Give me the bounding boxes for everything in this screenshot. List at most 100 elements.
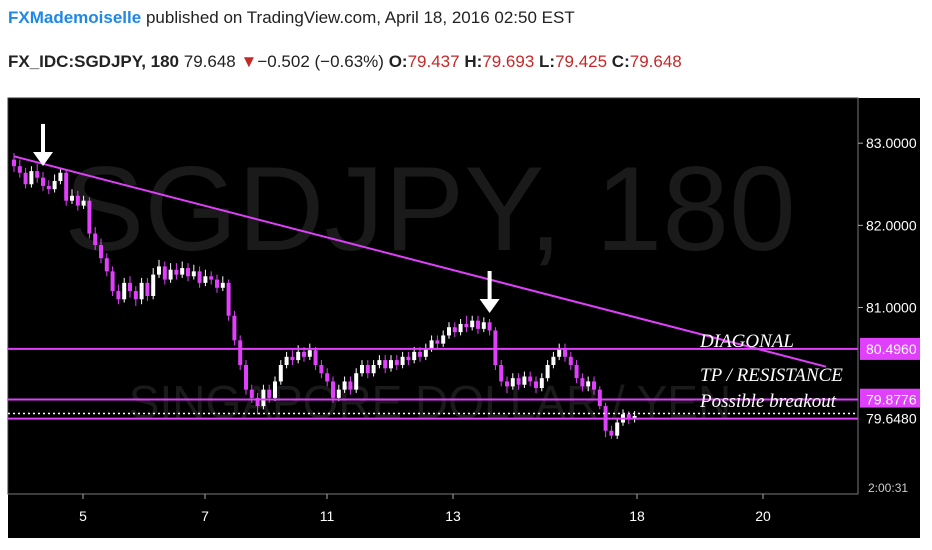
candle-body bbox=[522, 376, 527, 385]
candle-body bbox=[41, 177, 45, 186]
countdown-label: 2:00:31 bbox=[868, 481, 908, 495]
candle-body bbox=[273, 381, 277, 398]
candle-body bbox=[139, 282, 144, 300]
candle-body bbox=[17, 166, 22, 173]
candle-body bbox=[133, 291, 138, 300]
candle-body bbox=[64, 172, 69, 201]
open-label: O: bbox=[388, 52, 408, 71]
candle-body bbox=[557, 348, 562, 357]
candle-body bbox=[458, 323, 463, 333]
candle-body bbox=[284, 356, 289, 366]
candle-body bbox=[389, 360, 393, 369]
price-change: −0.502 (−0.63%) bbox=[257, 52, 384, 71]
candle-body bbox=[423, 348, 428, 357]
candle-body bbox=[52, 180, 57, 190]
candle-body bbox=[400, 356, 405, 366]
plot-area bbox=[7, 97, 859, 495]
candle-body bbox=[429, 340, 434, 349]
publish-header: FXMademoiselle published on TradingView.… bbox=[8, 8, 575, 28]
price-axis-badge bbox=[860, 388, 920, 411]
down-arrow-icon: ▼ bbox=[240, 52, 258, 71]
candle-body bbox=[464, 323, 469, 328]
candle-body bbox=[568, 356, 573, 366]
candle-body bbox=[46, 185, 51, 190]
price-axis-badge-label: 80.4960 bbox=[866, 341, 917, 357]
candle-body bbox=[145, 282, 150, 296]
symbol-label: FX_IDC:SGDJPY, 180 bbox=[8, 52, 180, 71]
candle-body bbox=[342, 381, 347, 390]
candle-body bbox=[197, 271, 202, 283]
arrow-head bbox=[479, 299, 500, 314]
price-axis-badge-label: 79.6480 bbox=[866, 411, 917, 427]
candle-body bbox=[580, 378, 585, 387]
candle-body bbox=[563, 348, 567, 357]
candle-body bbox=[394, 360, 399, 366]
candle-body bbox=[609, 430, 614, 436]
candle-body bbox=[157, 266, 161, 275]
candle-body bbox=[249, 389, 254, 398]
symbol-header: FX_IDC:SGDJPY, 180 79.648 ▼−0.502 (−0.63… bbox=[8, 52, 682, 72]
candle-body bbox=[70, 195, 74, 201]
candle-body bbox=[313, 350, 318, 366]
last-price: 79.648 bbox=[183, 52, 236, 71]
candle-body bbox=[597, 389, 602, 407]
x-tick-label: 5 bbox=[79, 508, 87, 524]
candle-body bbox=[296, 351, 301, 361]
candle-body bbox=[174, 269, 179, 275]
candle-body bbox=[23, 172, 28, 185]
candle-body bbox=[232, 315, 237, 341]
author-link[interactable]: FXMademoiselle bbox=[8, 8, 142, 27]
candle-body bbox=[336, 389, 341, 398]
candle-body bbox=[261, 389, 266, 407]
close-label: C: bbox=[611, 52, 630, 71]
x-tick-label: 20 bbox=[755, 508, 771, 524]
candle-body bbox=[435, 340, 440, 344]
candle-body bbox=[319, 365, 324, 374]
open-value: 79.437 bbox=[407, 52, 460, 71]
candle-body bbox=[354, 373, 359, 390]
candle-body bbox=[470, 320, 475, 328]
candle-body bbox=[615, 422, 620, 436]
candle-body bbox=[186, 268, 190, 277]
candle-body bbox=[452, 327, 457, 333]
close-value: 79.648 bbox=[629, 52, 682, 71]
low-value: 79.425 bbox=[555, 52, 608, 71]
candle-body bbox=[290, 356, 295, 361]
y-tick-label: 82.0000 bbox=[866, 217, 917, 233]
candle-body bbox=[418, 351, 422, 357]
candle-body bbox=[377, 360, 382, 366]
candle-body bbox=[331, 381, 335, 398]
candle-body bbox=[586, 381, 591, 387]
candle-body bbox=[128, 282, 132, 292]
candle-body bbox=[267, 389, 272, 398]
candle-body bbox=[75, 195, 80, 206]
candle-body bbox=[441, 335, 446, 344]
down-arrow-icon bbox=[33, 123, 53, 166]
annotation-line-1: DIAGONAL bbox=[699, 331, 794, 352]
high-value: 79.693 bbox=[482, 52, 535, 71]
candle-body bbox=[12, 159, 16, 167]
watermark-symbol: SGDJPY, 180 bbox=[64, 142, 796, 276]
candle-body bbox=[104, 258, 109, 272]
published-text: published on TradingView.com, April 18, … bbox=[145, 8, 575, 27]
candle-body bbox=[226, 282, 231, 316]
y-tick-label: 81.0000 bbox=[866, 300, 917, 316]
candle-body bbox=[278, 365, 283, 382]
candle-body bbox=[510, 378, 515, 387]
candle-body bbox=[122, 282, 127, 300]
candle-body bbox=[110, 271, 115, 292]
candle-body bbox=[505, 381, 509, 387]
candle-body bbox=[574, 365, 579, 379]
annotation-line-2: TP / RESISTANCE bbox=[700, 365, 843, 386]
candle-body bbox=[99, 245, 103, 259]
candle-body bbox=[412, 351, 417, 361]
candle-body bbox=[534, 381, 538, 389]
x-tick-label: 7 bbox=[201, 508, 209, 524]
candle-body bbox=[151, 274, 156, 296]
x-tick-label: 11 bbox=[320, 508, 335, 524]
candle-body bbox=[383, 360, 388, 369]
countdown-badge bbox=[860, 480, 920, 494]
candle-body bbox=[244, 365, 248, 390]
candle-body bbox=[325, 373, 330, 382]
